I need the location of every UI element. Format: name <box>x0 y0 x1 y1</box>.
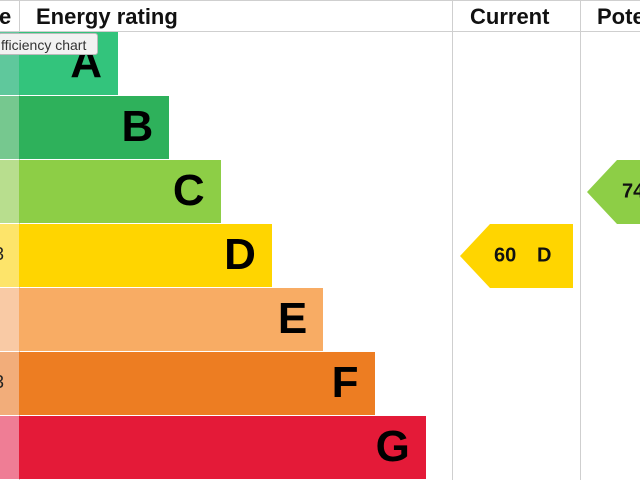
current-band: D <box>537 244 551 266</box>
band-letter: F <box>331 358 359 407</box>
rating-bar <box>19 224 272 287</box>
rating-bar <box>19 288 324 351</box>
rating-header: Energy rating <box>36 4 178 29</box>
column-line <box>580 0 581 480</box>
score-strip <box>0 288 19 351</box>
band-letter: E <box>277 294 308 343</box>
band-letter: D <box>224 230 256 279</box>
score-range: 3 <box>0 244 4 265</box>
score-strip <box>0 224 19 287</box>
current-score: 60 <box>494 244 516 266</box>
score-range: 3 <box>0 372 4 393</box>
band-letter: C <box>172 166 205 215</box>
band-letter: B <box>121 102 154 151</box>
rating-bar <box>19 96 170 159</box>
score-header: e <box>0 4 12 29</box>
rating-bar <box>19 416 426 479</box>
score-strip <box>0 160 19 223</box>
column-line <box>452 0 453 480</box>
top-border <box>0 0 640 1</box>
rating-bar <box>19 352 375 415</box>
rating-bar <box>19 160 221 223</box>
current-arrow <box>460 224 573 288</box>
current-header: Current <box>470 4 550 29</box>
band-letter: G <box>375 422 410 471</box>
score-strip <box>0 352 19 415</box>
potential-header: Pote <box>597 4 640 29</box>
score-strip <box>0 96 19 159</box>
header-divider <box>0 31 640 32</box>
potential-arrow <box>587 160 640 224</box>
score-strip <box>0 416 19 479</box>
potential-score: 74 <box>622 180 640 202</box>
tooltip: fficiency chart <box>0 33 98 55</box>
